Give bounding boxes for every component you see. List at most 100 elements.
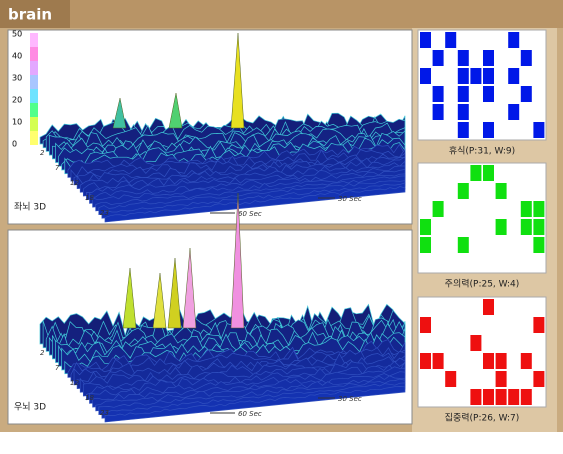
- z-tick-label: 50: [12, 30, 22, 39]
- pattern-cell: [495, 219, 507, 235]
- surface-row: [101, 182, 406, 219]
- pattern-cell: [432, 50, 444, 66]
- pattern-cell: [533, 371, 545, 387]
- pattern-cell: [432, 201, 444, 217]
- depth-tick-label: 7: [55, 364, 60, 372]
- pattern-cell: [483, 389, 494, 405]
- color-bar: [30, 131, 38, 145]
- pattern-cell: [445, 371, 457, 387]
- pattern-cell: [483, 86, 494, 102]
- z-tick-label: 10: [12, 118, 22, 127]
- pattern-cell: [495, 183, 507, 199]
- pattern-cell: [457, 50, 469, 66]
- pattern-cell: [483, 165, 494, 181]
- z-tick-label: 0: [12, 140, 17, 149]
- depth-tick-label: 2: [40, 149, 45, 157]
- pattern-cell: [508, 104, 520, 120]
- pattern-cell: [420, 219, 431, 235]
- pattern-cell: [470, 68, 482, 84]
- panel-label: 주의력(P:25, W:4): [445, 278, 520, 290]
- depth-tick-label: 23: [100, 209, 109, 217]
- pattern-cell: [432, 104, 444, 120]
- pattern-cell: [457, 68, 469, 84]
- pattern-cell: [470, 165, 482, 181]
- z-tick-label: 40: [12, 52, 22, 61]
- pattern-cell: [420, 68, 431, 84]
- color-bar: [30, 47, 38, 61]
- pattern-panel: [417, 29, 547, 141]
- z-tick-label: 50: [12, 30, 22, 39]
- depth-tick-label: 18: [85, 394, 94, 402]
- pattern-cell: [495, 353, 507, 369]
- pattern-cell: [533, 201, 545, 217]
- z-tick-label: 30: [12, 74, 22, 83]
- pattern-cell: [432, 353, 444, 369]
- z-tick-label: 20: [12, 96, 22, 105]
- pattern-cell: [520, 219, 532, 235]
- time-tick-label: 60 Sec: [238, 410, 262, 418]
- pattern-cell: [520, 353, 532, 369]
- surface-peak: [230, 192, 245, 329]
- pattern-cell: [533, 122, 545, 138]
- pattern-cell: [457, 104, 469, 120]
- z-tick-label: 10: [12, 118, 22, 127]
- pattern-cell: [457, 122, 469, 138]
- surface-peak: [167, 257, 182, 329]
- pattern-cell: [445, 32, 457, 48]
- pattern-cell: [508, 68, 520, 84]
- z-tick-label: 0: [12, 140, 17, 149]
- pattern-cell: [533, 219, 545, 235]
- time-tick-label: 30 Sec: [338, 195, 362, 203]
- header-bar: [0, 0, 563, 28]
- surface-peak: [168, 92, 183, 129]
- plot-label: 우뇌 3D: [14, 402, 46, 413]
- pattern-cell: [495, 371, 507, 387]
- pattern-cell: [483, 50, 494, 66]
- color-bar: [30, 75, 38, 89]
- depth-tick-label: 12: [70, 379, 79, 387]
- pattern-cell: [483, 353, 494, 369]
- pattern-cell: [432, 86, 444, 102]
- pattern-cell: [483, 299, 494, 315]
- color-bar: [30, 33, 38, 47]
- header-title: brain: [8, 6, 52, 24]
- depth-tick-label: 2: [40, 349, 45, 357]
- surface-peak: [112, 97, 127, 129]
- pattern-cell: [470, 389, 482, 405]
- pattern-cell: [420, 353, 431, 369]
- surface-peak: [230, 32, 245, 129]
- color-bar: [30, 117, 38, 131]
- pattern-cell: [483, 68, 494, 84]
- pattern-cell: [520, 389, 532, 405]
- color-bar: [30, 89, 38, 103]
- pattern-cell: [470, 335, 482, 351]
- pattern-cell: [483, 122, 494, 138]
- header-tab: [0, 0, 70, 28]
- surface-row: [104, 186, 406, 223]
- pattern-cell: [420, 32, 431, 48]
- pattern-cell: [457, 183, 469, 199]
- surface-row: [104, 386, 406, 423]
- surface-peak: [182, 247, 197, 329]
- pattern-cell: [520, 201, 532, 217]
- z-tick-label: 20: [12, 96, 22, 105]
- pattern-panel: [417, 162, 547, 274]
- surface-peak: [152, 272, 167, 329]
- surface-peak: [122, 267, 137, 329]
- pattern-cell: [520, 86, 532, 102]
- z-tick-label: 40: [12, 52, 22, 61]
- time-tick-label: 30 Sec: [338, 395, 362, 403]
- pattern-cell: [457, 237, 469, 253]
- pattern-cell: [457, 86, 469, 102]
- pattern-panel: [417, 296, 547, 408]
- z-tick-label: 30: [12, 74, 22, 83]
- depth-tick-label: 7: [55, 164, 60, 172]
- plot-label: 좌뇌 3D: [14, 202, 46, 213]
- pattern-cell: [420, 317, 431, 333]
- depth-tick-label: 12: [70, 179, 79, 187]
- color-bar: [30, 61, 38, 75]
- pattern-cell: [533, 237, 545, 253]
- pattern-cell: [520, 50, 532, 66]
- pattern-cell: [508, 32, 520, 48]
